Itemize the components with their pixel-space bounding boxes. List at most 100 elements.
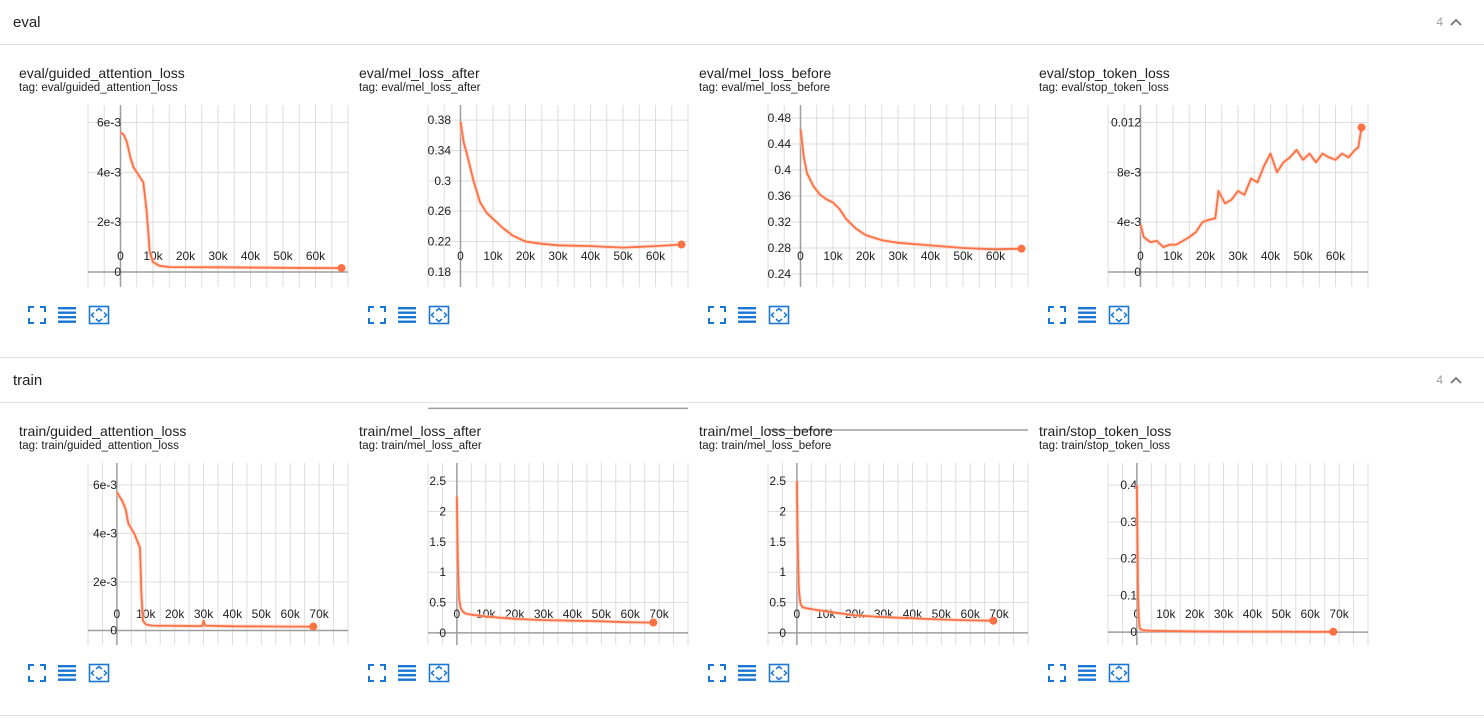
fit-domain-icon[interactable] <box>1108 304 1130 326</box>
series-line <box>116 491 314 628</box>
x-tick-label: 30k <box>208 249 228 263</box>
x-tick-label: 60k <box>1326 249 1346 263</box>
last-point <box>1329 627 1338 636</box>
x-tick-label: 0 <box>797 249 804 263</box>
line-chart[interactable]: 0 2e-3 4e-3 6e-3 0 10k 20k 30k 40k 50k 60k 70k <box>0 403 349 663</box>
chart-card: train/mel_loss_after tag: train/mel_loss… <box>340 403 689 713</box>
y-tick-label: 2e-3 <box>93 575 117 589</box>
series-line-raw <box>798 128 1022 252</box>
chevron-up-icon[interactable] <box>1448 14 1464 30</box>
x-tick-label: 70k <box>649 607 669 621</box>
fit-domain-icon[interactable] <box>768 662 790 684</box>
y-tick-label: 0.44 <box>768 137 792 151</box>
y-tick-label: 0.38 <box>428 113 452 127</box>
y-tick-label: 2.5 <box>769 474 786 488</box>
y-tick-label: 0 <box>110 623 117 637</box>
fullscreen-icon[interactable] <box>26 662 48 684</box>
section-count: 4 <box>1436 15 1443 29</box>
fullscreen-icon[interactable] <box>1046 662 1068 684</box>
y-tick-label: 1 <box>779 565 786 579</box>
fit-domain-icon[interactable] <box>768 304 790 326</box>
series-line <box>459 121 682 249</box>
x-tick-label: 0 <box>1137 249 1144 263</box>
x-tick-label: 30k <box>534 607 554 621</box>
x-tick-label: 70k <box>309 607 329 621</box>
y-tick-label: 0.5 <box>769 596 786 610</box>
line-chart[interactable]: 0.18 0.22 0.26 0.3 0.34 0.38 0 10k 20k 30k 40k 50k 6… <box>340 45 689 410</box>
section-train: train 4 train/guided_attention_loss tag:… <box>0 358 1484 716</box>
x-tick-label: 50k <box>613 249 633 263</box>
x-tick-label: 0 <box>117 249 124 263</box>
x-tick-label: 20k <box>856 249 876 263</box>
lines-icon[interactable] <box>736 662 758 684</box>
series-line <box>796 481 994 622</box>
y-tick-label: 0.48 <box>768 111 792 125</box>
line-chart[interactable]: 00.511.522.50 10k 20k 30k 40k 50k 60k 70k <box>680 403 1029 663</box>
y-tick-label: 8e-3 <box>1117 165 1141 179</box>
y-tick-label: 0.2 <box>1120 552 1137 566</box>
card-tag: tag: train/guided_attention_loss <box>19 440 179 452</box>
section-header[interactable]: eval 4 <box>0 0 1484 45</box>
last-point <box>1357 123 1366 132</box>
card-tag: tag: eval/stop_token_loss <box>1039 82 1169 94</box>
section-header[interactable]: train 4 <box>0 358 1484 403</box>
x-tick-label: 60k <box>646 249 666 263</box>
series-line-raw <box>458 121 682 250</box>
y-tick-label: 4e-3 <box>1117 215 1141 229</box>
x-tick-label: 30k <box>1214 607 1234 621</box>
lines-icon[interactable] <box>56 304 78 326</box>
series-line <box>1139 127 1363 249</box>
y-tick-label: 0.34 <box>428 144 452 158</box>
divider <box>0 357 1484 358</box>
card-tag: tag: eval/mel_loss_after <box>359 82 481 94</box>
lines-icon[interactable] <box>736 304 758 326</box>
fit-domain-icon[interactable] <box>1108 662 1130 684</box>
fullscreen-icon[interactable] <box>706 304 728 326</box>
y-tick-label: 1 <box>439 565 446 579</box>
fit-domain-icon[interactable] <box>88 304 110 326</box>
line-chart[interactable]: 0 4e-3 8e-3 0.012 0 10k 20k 30k 40k 50k 60k <box>1020 45 1369 305</box>
y-tick-label: 0 <box>114 265 121 279</box>
y-tick-label: 0.28 <box>768 241 792 255</box>
last-point <box>309 622 318 631</box>
last-point <box>649 618 658 627</box>
fullscreen-icon[interactable] <box>1046 304 1068 326</box>
line-chart[interactable]: 00.10.20.30.40 10k 20k 30k 40k 50k 60k 70k <box>1020 403 1369 663</box>
fullscreen-icon[interactable] <box>366 662 388 684</box>
y-tick-label: 1.5 <box>429 535 446 549</box>
fit-domain-icon[interactable] <box>88 662 110 684</box>
y-tick-label: 1.5 <box>769 535 786 549</box>
line-chart[interactable]: 0.24 0.28 0.32 0.36 0.4 0.44 0.48 0 10k 20k 30k 40k… <box>680 45 1029 431</box>
fullscreen-icon[interactable] <box>366 304 388 326</box>
lines-icon[interactable] <box>396 662 418 684</box>
chevron-up-icon[interactable] <box>1448 372 1464 388</box>
lines-icon[interactable] <box>56 662 78 684</box>
y-tick-label: 0 <box>1134 265 1141 279</box>
line-chart[interactable]: 00.511.522.50 10k 20k 30k 40k 50k 60k 70k <box>340 403 689 663</box>
lines-icon[interactable] <box>396 304 418 326</box>
card-title: train/mel_loss_before <box>699 423 833 439</box>
x-tick-label: 0 <box>457 249 464 263</box>
x-tick-label: 0 <box>794 607 801 621</box>
lines-icon[interactable] <box>1076 662 1098 684</box>
card-tag: tag: eval/guided_attention_loss <box>19 82 178 94</box>
x-tick-label: 20k <box>516 249 536 263</box>
fit-domain-icon[interactable] <box>428 304 450 326</box>
chart-card: eval/guided_attention_loss tag: eval/gui… <box>0 45 349 355</box>
x-tick-label: 10k <box>1156 607 1176 621</box>
section-eval: eval 4 eval/guided_attention_loss tag: e… <box>0 0 1484 431</box>
lines-icon[interactable] <box>1076 304 1098 326</box>
series-line <box>119 131 342 269</box>
x-tick-label: 20k <box>1196 249 1216 263</box>
fit-domain-icon[interactable] <box>428 662 450 684</box>
x-tick-label: 10k <box>136 607 156 621</box>
x-tick-label: 40k <box>1243 607 1263 621</box>
card-tag: tag: train/stop_token_loss <box>1039 440 1171 452</box>
section-body: eval/guided_attention_loss tag: eval/gui… <box>0 45 1484 431</box>
fullscreen-icon[interactable] <box>706 662 728 684</box>
y-tick-label: 2e-3 <box>97 215 121 229</box>
section-count: 4 <box>1436 373 1443 387</box>
fullscreen-icon[interactable] <box>26 304 48 326</box>
line-chart[interactable]: 02e-34e-36e-30 10k 20k 30k 40k 50k 60k <box>0 45 349 305</box>
